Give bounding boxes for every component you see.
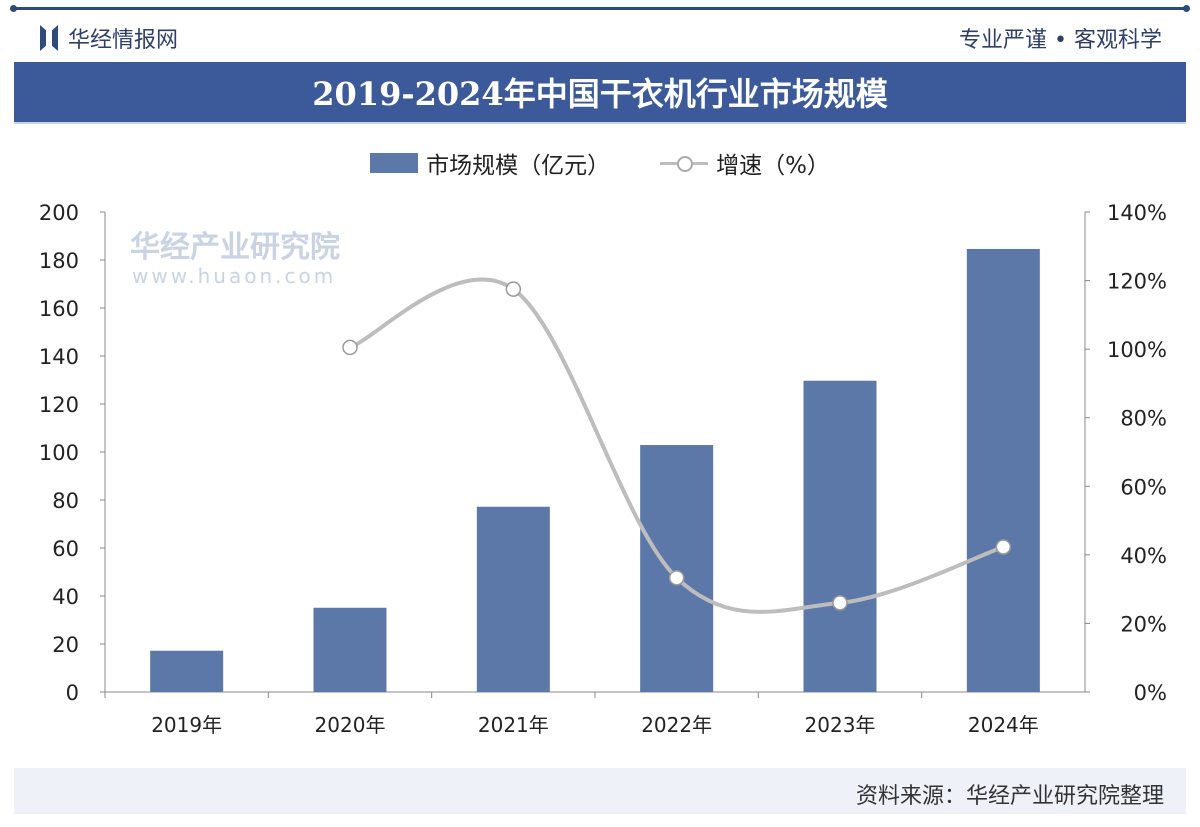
left-tick-label: 60 [52, 537, 79, 561]
bar-2020年 [313, 607, 387, 692]
right-tick-label: 20% [1120, 612, 1167, 636]
growth-point-2021年 [505, 281, 522, 297]
footer-band [14, 768, 1186, 814]
right-tick-label: 40% [1120, 544, 1167, 568]
legend-line-swatch [660, 153, 709, 173]
top-rule [10, 5, 1190, 12]
right-tick-label: 120% [1107, 270, 1167, 294]
bar-2022年 [640, 445, 714, 692]
watermark-name: 华经产业研究院 [130, 230, 340, 265]
x-tick-label: 2024年 [968, 713, 1039, 737]
bar-2021年 [476, 506, 550, 692]
growth-point-2022年 [668, 570, 685, 586]
x-tick-label: 2022年 [641, 713, 712, 737]
watermark-url: www.huaon.com [132, 264, 337, 288]
left-tick-label: 40 [52, 585, 79, 609]
legend-item-growth: 增速（%） [660, 146, 830, 180]
left-tick-label: 120 [39, 393, 79, 417]
growth-point-2023年 [832, 595, 848, 611]
legend: 市场规模（亿元） 增速（%） [0, 146, 1200, 180]
left-tick-label: 0 [66, 681, 79, 705]
brand-logo-icon [40, 25, 58, 51]
slogan: 专业严谨 • 客观科学 [959, 28, 1162, 53]
right-tick-label: 140% [1107, 201, 1167, 225]
left-tick-label: 20 [52, 633, 79, 657]
legend-label: 增速（%） [716, 153, 830, 179]
left-tick-label: 80 [52, 489, 79, 513]
right-tick-label: 100% [1107, 338, 1167, 362]
left-tick-label: 200 [39, 201, 79, 225]
x-tick-label: 2021年 [478, 713, 549, 737]
legend-item-market-size: 市场规模（亿元） [370, 146, 610, 180]
source-note: 资料来源：华经产业研究院整理 [855, 784, 1164, 809]
x-tick-label: 2019年 [151, 713, 222, 737]
growth-point-2024年 [995, 539, 1012, 555]
x-tick-label: 2020年 [315, 713, 386, 737]
legend-label: 市场规模（亿元） [426, 153, 611, 179]
left-tick-label: 160 [39, 297, 79, 321]
chart-title: 2019-2024年中国干衣机行业市场规模 [14, 62, 1186, 122]
right-tick-label: 60% [1120, 475, 1167, 499]
x-tick-label: 2023年 [805, 713, 876, 737]
right-tick-label: 0% [1134, 681, 1167, 705]
right-tick-label: 80% [1120, 407, 1167, 431]
bar-2024年 [966, 248, 1040, 692]
left-tick-label: 140 [39, 345, 79, 369]
bar-2023年 [803, 380, 877, 692]
left-tick-label: 100 [39, 441, 79, 465]
brand-name: 华经情报网 [68, 28, 179, 53]
brand: 华经情报网 [40, 22, 178, 54]
left-tick-label: 180 [39, 249, 79, 273]
bar-2019年 [150, 650, 224, 692]
growth-point-2020年 [342, 339, 358, 356]
growth-line [349, 277, 1004, 614]
legend-bar-swatch [370, 153, 419, 173]
